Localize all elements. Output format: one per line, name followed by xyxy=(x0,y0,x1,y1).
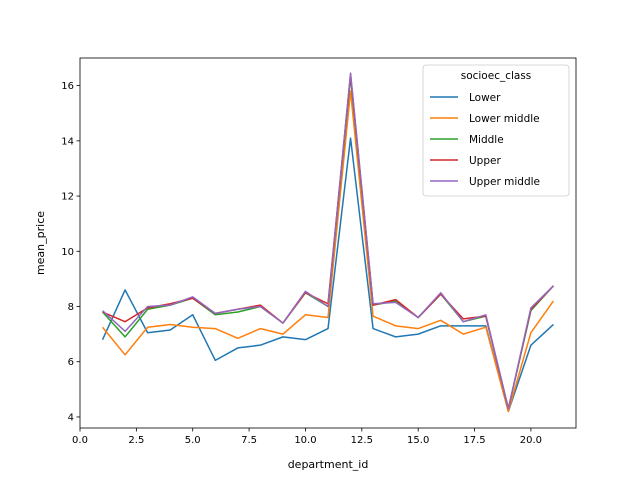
legend: socioec_class Lower Lower middle Middle Upp… xyxy=(422,64,570,197)
legend-title: socioec_class xyxy=(461,70,532,82)
y-tick-label: 10 xyxy=(61,247,74,258)
legend-label: Lower middle xyxy=(469,113,540,125)
x-tick-label: 20.0 xyxy=(520,435,542,446)
y-tick-label: 14 xyxy=(61,136,74,147)
x-tick-label: 15.0 xyxy=(407,435,429,446)
x-tick-label: 0.0 xyxy=(72,435,88,446)
legend-label: Lower xyxy=(469,92,501,104)
plot-frame xyxy=(79,57,577,429)
x-tick-label: 2.5 xyxy=(128,435,144,446)
x-tick-label: 5.0 xyxy=(185,435,201,446)
series-layer xyxy=(101,72,555,413)
y-tick-label: 8 xyxy=(68,302,74,313)
series-line-1 xyxy=(101,90,555,413)
legend-entries: Lower Lower middle Middle Upper Upper middle xyxy=(430,92,540,188)
legend-label: Upper middle xyxy=(469,176,540,188)
x-axis-label: department_id xyxy=(288,458,369,471)
y-axis: 4 6 8 10 12 14 16 xyxy=(61,81,80,423)
series-line-4 xyxy=(102,72,554,410)
x-tick-label: 12.5 xyxy=(351,435,373,446)
x-tick-label: 17.5 xyxy=(463,435,485,446)
x-axis: 0.0 2.5 5.0 7.5 10.0 12.5 15.0 17.5 20.0 xyxy=(72,428,542,446)
y-tick-label: 12 xyxy=(61,192,74,203)
y-tick-label: 6 xyxy=(68,357,74,368)
legend-box xyxy=(422,64,570,197)
y-axis-label: mean_price xyxy=(34,211,47,275)
x-tick-label: 7.5 xyxy=(241,435,257,446)
y-tick-label: 4 xyxy=(68,412,74,423)
legend-label: Middle xyxy=(469,134,504,146)
x-tick-label: 10.0 xyxy=(294,435,316,446)
legend-label: Upper xyxy=(469,155,501,167)
y-tick-label: 16 xyxy=(61,81,74,92)
